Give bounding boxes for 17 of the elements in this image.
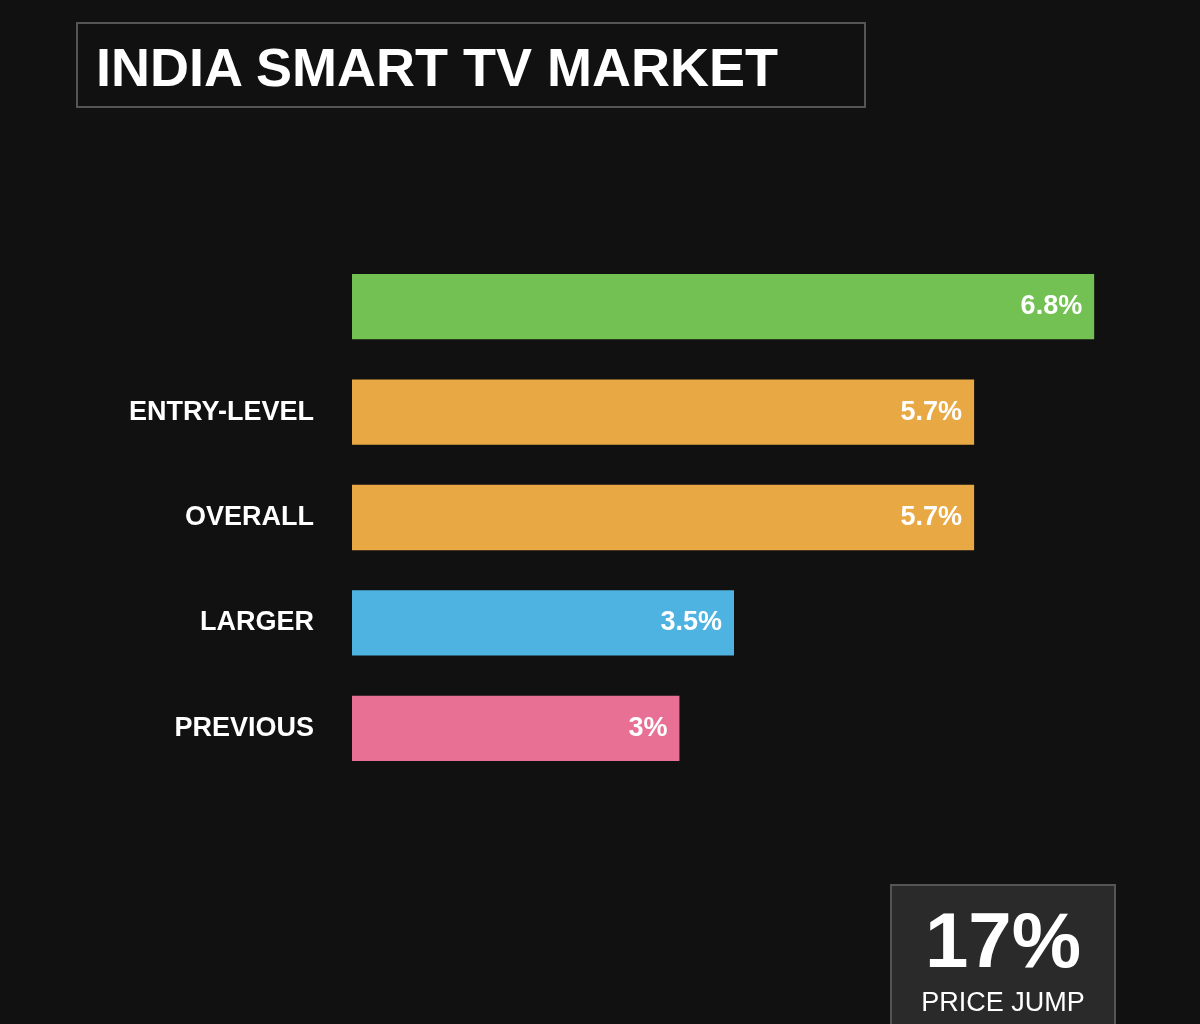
- y-tick-label: ENTRY-LEVEL: [128, 395, 314, 426]
- bar: [352, 590, 734, 656]
- bar: [352, 379, 975, 445]
- y-tick-label: OVERALL: [184, 500, 314, 531]
- text: 17%: [923, 896, 1083, 984]
- data-label: 3%: [628, 711, 668, 742]
- bar: [352, 484, 975, 551]
- chart-title: INDIA SMART TV MARKET: [76, 22, 866, 108]
- bar: [352, 274, 1095, 340]
- data-label: 5.7%: [900, 500, 963, 531]
- data-label: 5.7%: [900, 395, 963, 426]
- data-label: 6.8%: [1020, 290, 1083, 321]
- data-label: 3.5%: [660, 606, 722, 637]
- text: PRICE JUMP: [920, 986, 1086, 1018]
- bar: [352, 695, 680, 761]
- y-tick-label: PREVIOUS: [174, 711, 314, 742]
- y-tick-label: LARGER: [200, 606, 314, 637]
